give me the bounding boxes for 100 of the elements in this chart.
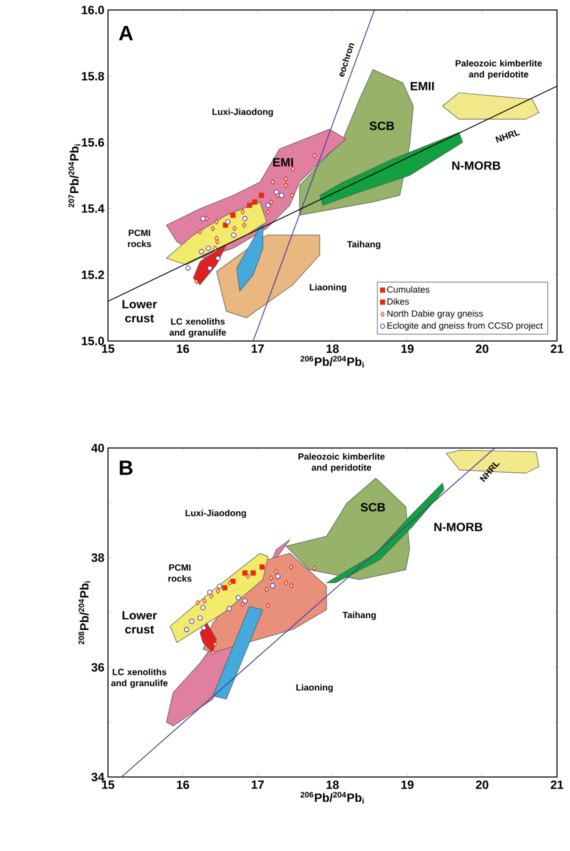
annotation: eochron (340, 43, 354, 77)
annotation: PCMI rocks (168, 564, 192, 582)
point (266, 209, 270, 215)
y-axis-title: $^{207}$Pb/$^{204}$Pb$_{i}$ (68, 144, 80, 208)
point (184, 626, 190, 632)
annotation: PCMI rocks (128, 230, 152, 248)
point (266, 602, 270, 608)
point (231, 232, 236, 238)
point (274, 568, 278, 574)
point (225, 219, 230, 224)
point (204, 216, 209, 222)
legend-label: Eclogite and gneiss from CCSD project (387, 322, 543, 331)
annotation: Liaoning (296, 684, 333, 692)
point (289, 564, 294, 570)
point (209, 593, 214, 599)
point (212, 642, 218, 647)
annotation: EMI (273, 158, 293, 166)
annotation: SCB (370, 122, 394, 130)
annotation: SCB (360, 502, 386, 512)
point (194, 278, 198, 284)
point (242, 570, 248, 576)
annotation: Taihang (342, 612, 376, 620)
x-tick-label: 18 (326, 780, 339, 790)
point (240, 602, 245, 607)
annotation: B (120, 460, 132, 475)
point (246, 574, 250, 579)
point (210, 650, 215, 656)
y-tick-label: 40 (91, 444, 104, 452)
point (198, 229, 202, 234)
y-tick-label: 38 (91, 553, 104, 562)
y-tick-label: 15.0 (82, 336, 104, 346)
annotation: A (118, 26, 133, 40)
annotation: Luxi-Jiaodong (212, 108, 273, 117)
x-tick-label: 20 (476, 344, 488, 354)
point (210, 226, 215, 232)
point (250, 570, 256, 576)
point (212, 246, 218, 251)
point (312, 153, 317, 158)
legend-label: North Dabie gray gneiss (387, 310, 483, 319)
x-tick-label: 17 (252, 780, 264, 789)
point (189, 618, 194, 624)
x-tick-label: 19 (401, 780, 414, 790)
point (240, 209, 245, 215)
annotation: N-MORB (434, 522, 482, 532)
x-tick-label: 16 (176, 780, 190, 790)
point (290, 192, 294, 198)
x-axis-title: $^{206}$Pb/$^{204}$Pb$_{i}$ (300, 356, 364, 368)
point (312, 565, 317, 571)
annotation: Taihang (347, 240, 380, 250)
y-tick-label: 34 (91, 772, 104, 782)
point (206, 246, 211, 251)
y-tick-label: 15.8 (82, 72, 104, 80)
point (214, 219, 219, 224)
annotation: Lower crust (122, 611, 157, 634)
point (264, 586, 269, 592)
point (226, 606, 232, 612)
point (258, 192, 264, 198)
annotation: Luxi-Jiaodong (186, 510, 246, 518)
point (222, 585, 228, 590)
point (215, 239, 220, 244)
point (284, 580, 288, 586)
point (252, 199, 258, 205)
annotation: Liaoning (310, 284, 346, 292)
point (242, 216, 248, 222)
point (284, 176, 288, 182)
point (236, 595, 241, 600)
annotation: LC xenoliths and granulife (170, 318, 226, 338)
annotation: EMII (410, 82, 434, 90)
point (230, 212, 236, 218)
y-tick-label: 16.0 (82, 6, 104, 14)
x-tick-label: 17 (252, 344, 264, 353)
point (270, 180, 275, 185)
x-tick-label: 21 (550, 780, 564, 789)
point (242, 222, 246, 228)
annotation: NHRL (495, 130, 520, 143)
point (290, 166, 295, 172)
point (269, 199, 274, 205)
x-tick-label: 15 (102, 344, 114, 353)
point (198, 249, 204, 254)
y-axis-title: $^{208}$Pb/$^{204}$Pb$_{i}$ (78, 581, 90, 644)
point (246, 202, 252, 208)
annotation: Lower crust (122, 300, 157, 322)
x-tick-label: 15 (102, 780, 114, 789)
point (207, 266, 212, 271)
point (216, 588, 220, 594)
point (197, 615, 203, 621)
point (274, 189, 279, 195)
point (207, 590, 212, 595)
point (266, 202, 271, 208)
legend-label: Cumulates (387, 286, 430, 293)
point (242, 598, 248, 604)
annotation: LC xenoliths and granulife (111, 668, 168, 688)
annotation: N-MORB (452, 161, 500, 170)
annotation: Paleozoic kimberlite and peridotite (298, 453, 385, 472)
point (289, 583, 294, 588)
point (232, 226, 237, 232)
point (200, 216, 206, 222)
y-tick-label: 15.2 (82, 270, 104, 280)
point (196, 600, 200, 606)
x-tick-label: 18 (326, 344, 339, 354)
